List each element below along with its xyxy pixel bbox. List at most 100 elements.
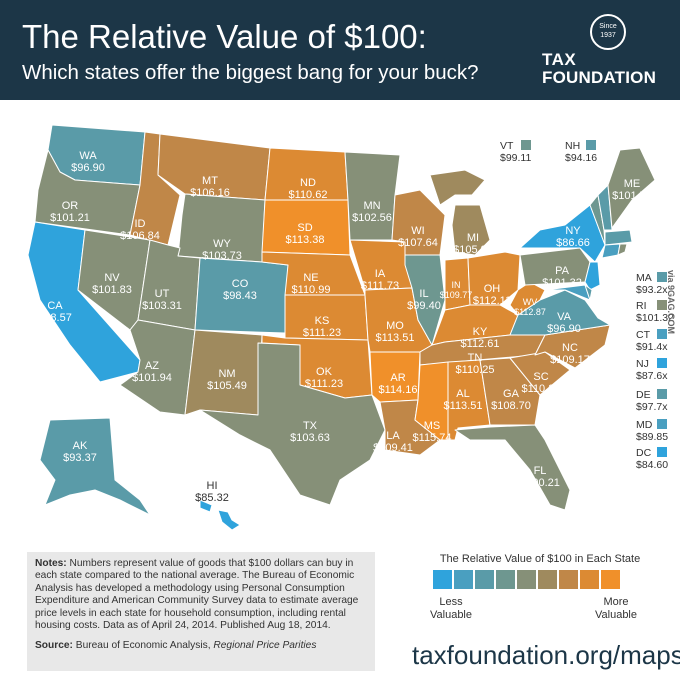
side-label-RI: RI $101.32 <box>636 300 674 324</box>
state-value: $113.51 <box>443 400 483 412</box>
state-value: $103.63 <box>290 432 330 444</box>
tax-foundation-logo[interactable]: Since 1937 TAX FOUNDATION <box>540 14 660 94</box>
state-abbr: SC <box>533 371 549 383</box>
state-label-AL: AL $113.51 <box>444 388 483 412</box>
side-label-MD: MD $89.85 <box>636 419 668 443</box>
state-value: $98.43 <box>223 290 257 302</box>
side-label-VT: VT $99.11 <box>500 140 531 164</box>
legend-swatch-7 <box>558 569 579 590</box>
state-value: $110.25 <box>521 383 561 395</box>
state-label-FL: FL $100.21 <box>520 465 560 489</box>
state-abbr: CT <box>636 329 650 341</box>
state-SC <box>509 351 571 396</box>
page-subtitle: Which states offer the biggest bang for … <box>22 61 479 84</box>
state-label-MO: MO $113.51 <box>376 320 415 344</box>
legend-swatch-4 <box>495 569 516 590</box>
state-abbr: TX <box>302 420 318 432</box>
swatch-DE <box>657 389 667 399</box>
state-value: $113.38 <box>285 234 325 246</box>
state-abbr: NH <box>565 140 581 152</box>
state-label-NE: NE $110.99 <box>292 272 331 296</box>
state-abbr: MN <box>363 200 381 212</box>
state-label-WA: WA $96.90 <box>71 150 105 174</box>
state-label-CO: CO $98.43 <box>223 278 257 302</box>
state-label-NV: NV $101.83 <box>92 272 132 296</box>
state-label-KS: KS $111.23 <box>303 315 341 339</box>
state-abbr: KS <box>314 315 330 327</box>
state-HI <box>199 499 241 531</box>
notes-label: Notes: <box>35 558 67 569</box>
state-value: $97.7x <box>636 401 668 413</box>
state-label-MN: MN $102.56 <box>352 200 392 224</box>
state-abbr: AL <box>456 388 470 400</box>
state-value: $101.21 <box>50 212 90 224</box>
state-label-NY: NY $86.66 <box>556 225 590 249</box>
state-label-OR: OR $101.21 <box>50 200 90 224</box>
state-label-OH: OH $112.11 <box>473 283 511 307</box>
state-label-WI: WI $107.64 <box>398 225 438 249</box>
legend-swatch-9 <box>600 569 621 590</box>
state-label-AK: AK $93.37 <box>63 440 97 464</box>
state-MA <box>604 229 633 246</box>
state-label-IN: IN $109.77 <box>440 280 473 300</box>
state-label-KY: KY $112.61 <box>461 326 500 350</box>
state-abbr: FL <box>533 465 547 477</box>
side-label-MA: MA $93.2x <box>636 272 668 296</box>
logo-foundation-text: FOUNDATION <box>542 68 657 87</box>
state-value: $102.56 <box>352 212 392 224</box>
state-IL <box>404 254 446 346</box>
state-value: $94.16 <box>565 152 598 164</box>
state-MN <box>344 151 401 241</box>
state-abbr: KY <box>472 326 488 338</box>
logo-year: 1937 <box>600 32 616 39</box>
state-abbr: VT <box>500 140 514 152</box>
state-MI <box>429 169 491 256</box>
state-value: $109.17 <box>550 354 590 366</box>
notes-body: Numbers represent value of goods that $1… <box>35 558 359 632</box>
state-abbr: NC <box>562 342 578 354</box>
state-VA <box>509 289 611 336</box>
state-abbr: AK <box>72 440 88 452</box>
state-label-PA: PA $101.32 <box>542 265 582 289</box>
side-label-NH: NH $94.16 <box>565 140 597 164</box>
state-abbr: NE <box>303 272 319 284</box>
us-states-map <box>27 124 656 531</box>
side-label-DE: DE $97.7x <box>636 389 668 413</box>
state-label-HI: HI $85.32 <box>195 480 229 504</box>
state-abbr: OK <box>316 366 332 378</box>
state-abbr: NJ <box>636 358 649 370</box>
source-title: Regional Price Parities <box>213 640 317 652</box>
state-label-MS: MS $115.74 <box>413 420 452 444</box>
state-label-ND: ND $110.62 <box>289 177 328 201</box>
state-label-WY: WY $103.73 <box>202 238 242 262</box>
footer-url[interactable]: taxfoundation.org/maps <box>412 640 680 670</box>
state-abbr: MT <box>202 175 218 187</box>
state-abbr: CA <box>47 300 63 312</box>
state-value: $85.32 <box>195 492 229 504</box>
state-value: $112.61 <box>460 338 500 350</box>
state-abbr: MO <box>386 320 404 332</box>
state-label-TN: TN $110.25 <box>456 352 495 376</box>
state-value: $101.73 <box>612 190 652 202</box>
state-value: $114.16 <box>378 384 418 396</box>
state-abbr: OR <box>61 200 79 212</box>
state-ME <box>607 147 656 229</box>
state-label-SD: SD $113.38 <box>286 222 325 246</box>
state-label-LA: LA $109.41 <box>373 430 413 454</box>
state-value: $112.11 <box>472 295 512 307</box>
state-NH <box>597 184 613 231</box>
state-abbr: TN <box>467 352 483 364</box>
state-abbr: PA <box>555 265 569 277</box>
state-DE <box>584 284 593 301</box>
state-value: $100.21 <box>520 477 560 489</box>
side-label-NJ: NJ $87.6x <box>636 358 668 382</box>
state-abbr: LA <box>386 430 400 442</box>
state-abbr: VA <box>557 311 571 323</box>
state-RI <box>617 243 628 256</box>
state-value: $87.6x <box>636 370 668 382</box>
state-abbr: DE <box>636 389 651 401</box>
swatch-DC <box>657 447 667 457</box>
state-label-NC: NC $109.17 <box>550 342 590 366</box>
state-GA <box>479 357 541 426</box>
legend-swatch-2 <box>453 569 474 590</box>
